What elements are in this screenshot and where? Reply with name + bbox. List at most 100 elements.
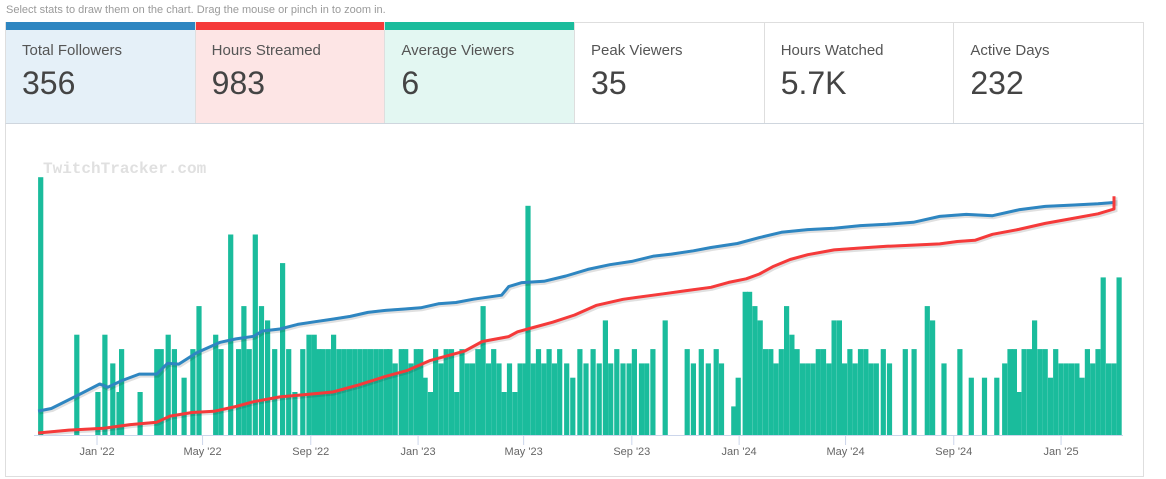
- bar-avg-viewers[interactable]: [650, 349, 656, 435]
- bar-avg-viewers[interactable]: [236, 349, 242, 435]
- bar-avg-viewers[interactable]: [620, 363, 626, 435]
- bar-avg-viewers[interactable]: [1116, 277, 1122, 435]
- bar-avg-viewers[interactable]: [564, 363, 570, 435]
- bar-avg-viewers[interactable]: [930, 320, 936, 435]
- bar-avg-viewers[interactable]: [546, 349, 552, 435]
- bar-avg-viewers[interactable]: [438, 363, 444, 435]
- bar-avg-viewers[interactable]: [957, 349, 963, 435]
- bar-avg-viewers[interactable]: [213, 334, 219, 435]
- stat-average-viewers[interactable]: Average Viewers 6: [385, 22, 576, 123]
- bar-avg-viewers[interactable]: [1090, 363, 1096, 435]
- bar-avg-viewers[interactable]: [602, 320, 608, 435]
- bar-avg-viewers[interactable]: [831, 320, 837, 435]
- bar-avg-viewers[interactable]: [74, 334, 80, 435]
- bar-avg-viewers[interactable]: [165, 334, 171, 435]
- bar-avg-viewers[interactable]: [762, 349, 769, 435]
- bar-avg-viewers[interactable]: [852, 363, 858, 435]
- bar-avg-viewers[interactable]: [258, 306, 265, 435]
- bar-avg-viewers[interactable]: [422, 377, 428, 435]
- bar-avg-viewers[interactable]: [805, 363, 811, 435]
- bar-avg-viewers[interactable]: [306, 334, 312, 435]
- bar-avg-viewers[interactable]: [731, 406, 737, 435]
- bar-avg-viewers[interactable]: [902, 349, 908, 435]
- bar-avg-viewers[interactable]: [357, 349, 363, 435]
- bar-avg-viewers[interactable]: [638, 363, 645, 435]
- bar-avg-viewers[interactable]: [583, 363, 589, 435]
- bar-avg-viewers[interactable]: [1007, 349, 1013, 435]
- bar-avg-viewers[interactable]: [454, 392, 460, 435]
- bar-avg-viewers[interactable]: [491, 349, 497, 435]
- bar-avg-viewers[interactable]: [336, 349, 342, 435]
- bar-avg-viewers[interactable]: [158, 349, 164, 435]
- bar-avg-viewers[interactable]: [501, 392, 507, 435]
- bar-avg-viewers[interactable]: [352, 349, 358, 435]
- bar-avg-viewers[interactable]: [1002, 363, 1008, 435]
- line-hours-streamed[interactable]: [37, 196, 1116, 435]
- bar-avg-viewers[interactable]: [341, 349, 347, 435]
- stat-total-followers[interactable]: Total Followers 356: [6, 22, 196, 123]
- bar-avg-viewers[interactable]: [735, 377, 741, 435]
- bar-avg-viewers[interactable]: [311, 334, 317, 435]
- bar-avg-viewers[interactable]: [799, 363, 805, 435]
- bar-avg-viewers[interactable]: [171, 349, 177, 435]
- bar-avg-viewers[interactable]: [752, 306, 758, 435]
- bar-avg-viewers[interactable]: [1100, 277, 1106, 435]
- bar-avg-viewers[interactable]: [713, 349, 719, 435]
- bar-avg-viewers[interactable]: [614, 349, 620, 435]
- bar-avg-viewers[interactable]: [1037, 349, 1043, 435]
- bar-avg-viewers[interactable]: [1095, 349, 1101, 435]
- bar-avg-viewers[interactable]: [181, 377, 187, 435]
- bar-avg-viewers[interactable]: [427, 392, 433, 435]
- bar-avg-viewers[interactable]: [768, 349, 774, 435]
- bar-avg-viewers[interactable]: [383, 349, 389, 435]
- bar-avg-viewers[interactable]: [95, 392, 101, 435]
- bar-avg-viewers[interactable]: [789, 334, 795, 435]
- bar-avg-viewers[interactable]: [631, 349, 637, 435]
- bar-avg-viewers[interactable]: [842, 363, 848, 435]
- stat-hours-watched[interactable]: Hours Watched 5.7K: [765, 23, 955, 123]
- bar-avg-viewers[interactable]: [522, 363, 528, 435]
- bar-avg-viewers[interactable]: [1084, 349, 1090, 435]
- bar-avg-viewers[interactable]: [241, 306, 247, 435]
- bar-avg-viewers[interactable]: [1053, 349, 1059, 435]
- bar-avg-viewers[interactable]: [387, 349, 393, 435]
- bar-avg-viewers[interactable]: [512, 392, 518, 435]
- bar-avg-viewers[interactable]: [119, 349, 125, 435]
- bar-avg-viewers[interactable]: [644, 363, 650, 435]
- bar-avg-viewers[interactable]: [413, 349, 419, 435]
- bar-avg-viewers[interactable]: [292, 392, 298, 435]
- bar-avg-viewers[interactable]: [1026, 349, 1032, 435]
- bar-avg-viewers[interactable]: [626, 363, 632, 435]
- bar-avg-viewers[interactable]: [981, 377, 988, 435]
- bar-avg-viewers[interactable]: [403, 349, 409, 435]
- bar-avg-viewers[interactable]: [590, 349, 596, 435]
- bar-avg-viewers[interactable]: [690, 363, 696, 435]
- bar-avg-viewers[interactable]: [496, 363, 502, 435]
- bar-avg-viewers[interactable]: [911, 349, 917, 435]
- bar-avg-viewers[interactable]: [847, 349, 853, 435]
- bar-avg-viewers[interactable]: [265, 320, 271, 435]
- stat-peak-viewers[interactable]: Peak Viewers 35: [575, 23, 765, 123]
- bar-avg-viewers[interactable]: [475, 349, 481, 435]
- bar-avg-viewers[interactable]: [378, 349, 384, 435]
- bar-avg-viewers[interactable]: [373, 349, 379, 435]
- bar-avg-viewers[interactable]: [480, 306, 486, 435]
- bar-avg-viewers[interactable]: [820, 349, 827, 435]
- bar-avg-viewers[interactable]: [398, 349, 404, 435]
- bar-avg-viewers[interactable]: [110, 363, 116, 435]
- bar-avg-viewers[interactable]: [362, 349, 368, 435]
- bar-avg-viewers[interactable]: [794, 349, 800, 435]
- bar-avg-viewers[interactable]: [470, 363, 476, 435]
- bar-avg-viewers[interactable]: [557, 349, 563, 435]
- bar-avg-viewers[interactable]: [570, 377, 576, 435]
- bar-avg-viewers[interactable]: [857, 349, 864, 435]
- bar-avg-viewers[interactable]: [408, 363, 414, 435]
- bar-avg-viewers[interactable]: [836, 320, 842, 435]
- bar-avg-viewers[interactable]: [742, 291, 748, 435]
- bar-avg-viewers[interactable]: [773, 363, 779, 435]
- bar-avg-viewers[interactable]: [196, 306, 202, 435]
- bar-avg-viewers[interactable]: [941, 363, 947, 435]
- bar-avg-viewers[interactable]: [1074, 363, 1080, 435]
- bar-avg-viewers[interactable]: [506, 363, 513, 435]
